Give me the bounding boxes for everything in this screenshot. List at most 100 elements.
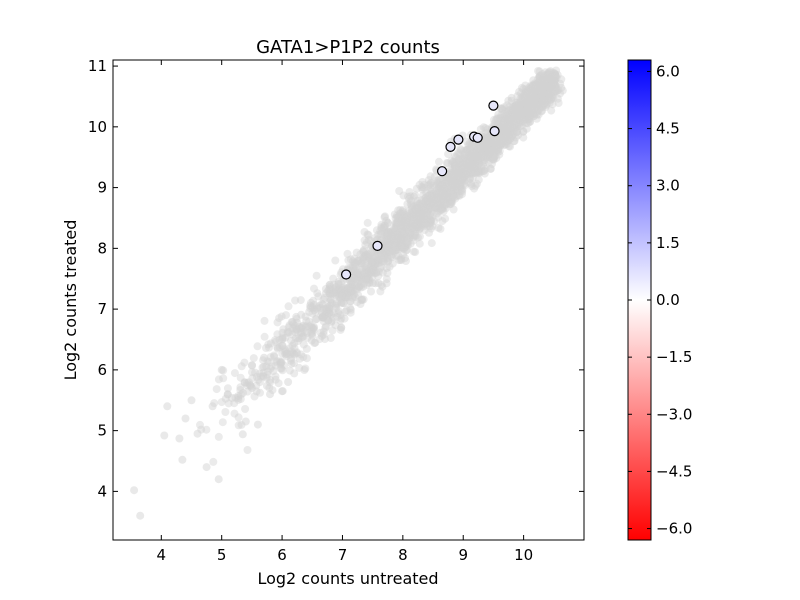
background-point — [416, 221, 425, 230]
background-point — [550, 76, 559, 84]
background-point — [505, 113, 514, 122]
background-point — [410, 206, 419, 215]
background-point — [529, 76, 538, 85]
background-point — [411, 191, 420, 200]
background-point — [459, 167, 468, 176]
background-point — [526, 106, 535, 115]
background-point — [505, 116, 514, 125]
background-point — [478, 147, 487, 155]
background-point — [426, 179, 435, 188]
background-point — [497, 116, 506, 125]
background-point — [437, 189, 446, 198]
background-point — [468, 155, 477, 164]
background-point — [392, 232, 401, 241]
background-point — [317, 332, 326, 341]
background-point — [538, 86, 547, 95]
background-point — [412, 221, 421, 230]
background-point — [460, 176, 469, 185]
background-point — [426, 196, 435, 205]
background-point — [538, 83, 547, 91]
background-point — [486, 164, 495, 173]
background-point — [528, 83, 537, 91]
background-point — [407, 201, 416, 210]
background-point — [506, 134, 515, 143]
background-point — [552, 86, 561, 95]
background-point — [548, 78, 557, 87]
background-point — [319, 313, 327, 322]
background-point — [541, 95, 550, 104]
background-point — [502, 123, 511, 132]
background-point — [202, 425, 211, 434]
background-point — [395, 187, 404, 195]
background-point — [347, 287, 356, 296]
background-point — [380, 250, 389, 259]
background-point — [348, 282, 357, 291]
background-point — [470, 158, 479, 167]
background-point — [391, 232, 400, 241]
background-point — [479, 167, 488, 175]
background-point — [521, 85, 530, 94]
background-point — [470, 148, 479, 157]
background-point — [437, 187, 445, 196]
background-point — [499, 130, 508, 139]
data-point — [437, 166, 448, 177]
background-point — [465, 164, 474, 173]
background-point — [514, 115, 523, 124]
background-point — [528, 90, 537, 99]
background-point — [334, 307, 343, 316]
background-point — [504, 96, 513, 105]
background-point — [470, 159, 479, 168]
background-point — [453, 162, 462, 171]
background-point — [438, 180, 447, 189]
background-point — [539, 85, 548, 94]
background-point — [403, 245, 411, 254]
background-point — [489, 115, 498, 124]
background-point — [537, 86, 546, 95]
background-point — [481, 151, 490, 160]
background-point — [432, 196, 441, 205]
background-point — [361, 264, 370, 273]
background-point — [421, 203, 430, 212]
background-point — [278, 387, 286, 396]
background-point — [470, 152, 479, 161]
background-point — [326, 289, 335, 298]
background-point — [325, 304, 334, 313]
background-point — [506, 128, 515, 137]
background-point — [376, 287, 385, 296]
background-point — [377, 224, 386, 233]
background-point — [546, 77, 555, 86]
background-point — [513, 111, 522, 120]
background-point — [418, 209, 427, 218]
background-point — [525, 109, 534, 118]
background-point — [326, 285, 335, 294]
colorbar-tick-label: 4.5 — [656, 120, 680, 138]
background-point — [321, 322, 330, 331]
background-point — [474, 143, 483, 152]
background-point — [434, 175, 443, 184]
background-point — [548, 77, 557, 86]
background-point — [351, 258, 360, 267]
background-point — [234, 395, 243, 404]
background-point — [295, 363, 304, 372]
background-point — [545, 71, 553, 80]
background-point — [512, 123, 521, 131]
background-point — [363, 250, 372, 259]
background-point — [548, 93, 557, 102]
background-point — [507, 96, 516, 105]
background-point — [308, 331, 317, 340]
background-point — [501, 129, 510, 138]
background-point — [519, 106, 528, 115]
background-point — [363, 218, 372, 227]
background-point — [432, 195, 441, 203]
background-point — [452, 164, 460, 173]
background-point — [202, 463, 211, 472]
background-point — [527, 97, 536, 105]
background-point — [544, 70, 553, 79]
background-point — [317, 311, 326, 320]
background-point — [338, 286, 347, 295]
background-point — [368, 265, 377, 274]
background-point — [501, 123, 510, 131]
background-point — [496, 139, 504, 148]
background-point — [321, 310, 330, 319]
background-point — [380, 237, 389, 246]
